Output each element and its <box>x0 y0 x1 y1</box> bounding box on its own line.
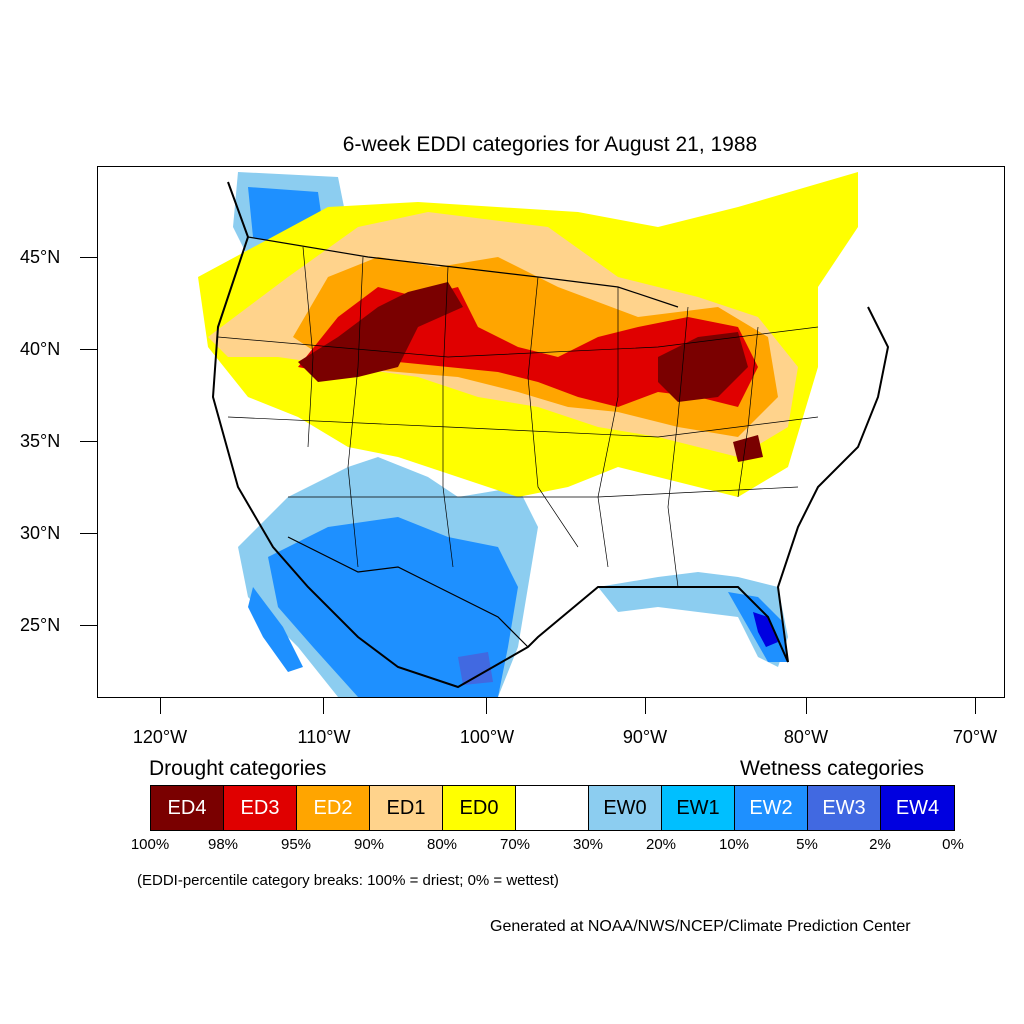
lon-tick <box>486 697 487 714</box>
percentile-label: 5% <box>796 836 818 853</box>
percentile-label: 90% <box>353 836 385 853</box>
percentile-label: 95% <box>280 836 312 853</box>
mexico-border <box>287 536 529 648</box>
eddi-map <box>97 166 1005 698</box>
lat-label-30: 30°N <box>20 523 61 543</box>
lat-tick <box>80 441 97 442</box>
lon-label-80: 80°W <box>783 727 829 747</box>
percentile-label: 10% <box>718 836 750 853</box>
legend-box-neutral <box>516 786 589 830</box>
legend-box-ew4: EW4 <box>881 786 954 830</box>
dry-region-ed4-greatlakes <box>658 332 748 402</box>
percentile-label: 0% <box>942 836 964 853</box>
legend-box-ed4: ED4 <box>151 786 224 830</box>
lat-tick <box>80 533 97 534</box>
legend-box-ew1: EW1 <box>662 786 735 830</box>
lon-tick <box>975 697 976 714</box>
percentile-label: 30% <box>572 836 604 853</box>
lon-tick <box>160 697 161 714</box>
percentile-label: 20% <box>645 836 677 853</box>
lat-label-45: 45°N <box>20 247 61 267</box>
lat-label-35: 35°N <box>20 431 61 451</box>
drought-heading: Drought categories <box>149 757 327 780</box>
lon-label-70: 70°W <box>952 727 998 747</box>
wetness-heading: Wetness categories <box>740 757 925 780</box>
lon-tick <box>645 697 646 714</box>
lat-tick <box>80 625 97 626</box>
legend-box-ed0: ED0 <box>443 786 516 830</box>
coastline <box>211 181 890 689</box>
percentile-label: 80% <box>426 836 458 853</box>
lat-label-25: 25°N <box>20 615 61 635</box>
legend-box-ew0: EW0 <box>589 786 662 830</box>
legend-box-ew3: EW3 <box>808 786 881 830</box>
legend-colorbar: ED4 ED3 ED2 ED1 ED0 EW0 EW1 EW2 EW3 EW4 <box>150 785 955 831</box>
wet-region-florida-ew4 <box>753 612 778 647</box>
lon-label-90: 90°W <box>622 727 668 747</box>
percentile-label: 2% <box>869 836 891 853</box>
lon-label-120: 120°W <box>132 727 188 747</box>
lon-label-110: 110°W <box>297 727 351 747</box>
lat-tick <box>80 349 97 350</box>
legend-box-ed2: ED2 <box>297 786 370 830</box>
percentile-label: 70% <box>499 836 531 853</box>
lon-label-100: 100°W <box>459 727 515 747</box>
lat-label-40: 40°N <box>20 339 61 359</box>
state-lines <box>217 246 819 588</box>
map-title: 6-week EDDI categories for August 21, 19… <box>342 133 758 156</box>
dry-region-ed4-rockies <box>298 282 463 382</box>
legend-box-ed3: ED3 <box>224 786 297 830</box>
percentile-label: 100% <box>130 836 170 853</box>
credit-line: Generated at NOAA/NWS/NCEP/Climate Predi… <box>490 918 911 935</box>
lon-tick <box>806 697 807 714</box>
category-note: (EDDI-percentile category breaks: 100% =… <box>137 872 559 889</box>
lon-tick <box>323 697 324 714</box>
map-canvas <box>198 172 890 697</box>
lat-tick <box>80 257 97 258</box>
legend-box-ed1: ED1 <box>370 786 443 830</box>
wet-region-ew3-patch <box>458 652 493 685</box>
wet-region-southwest-core <box>268 517 518 697</box>
dry-region-ed4-ohio <box>733 435 763 462</box>
percentile-label: 98% <box>207 836 239 853</box>
wet-region-baja <box>248 587 303 672</box>
legend-box-ew2: EW2 <box>735 786 808 830</box>
